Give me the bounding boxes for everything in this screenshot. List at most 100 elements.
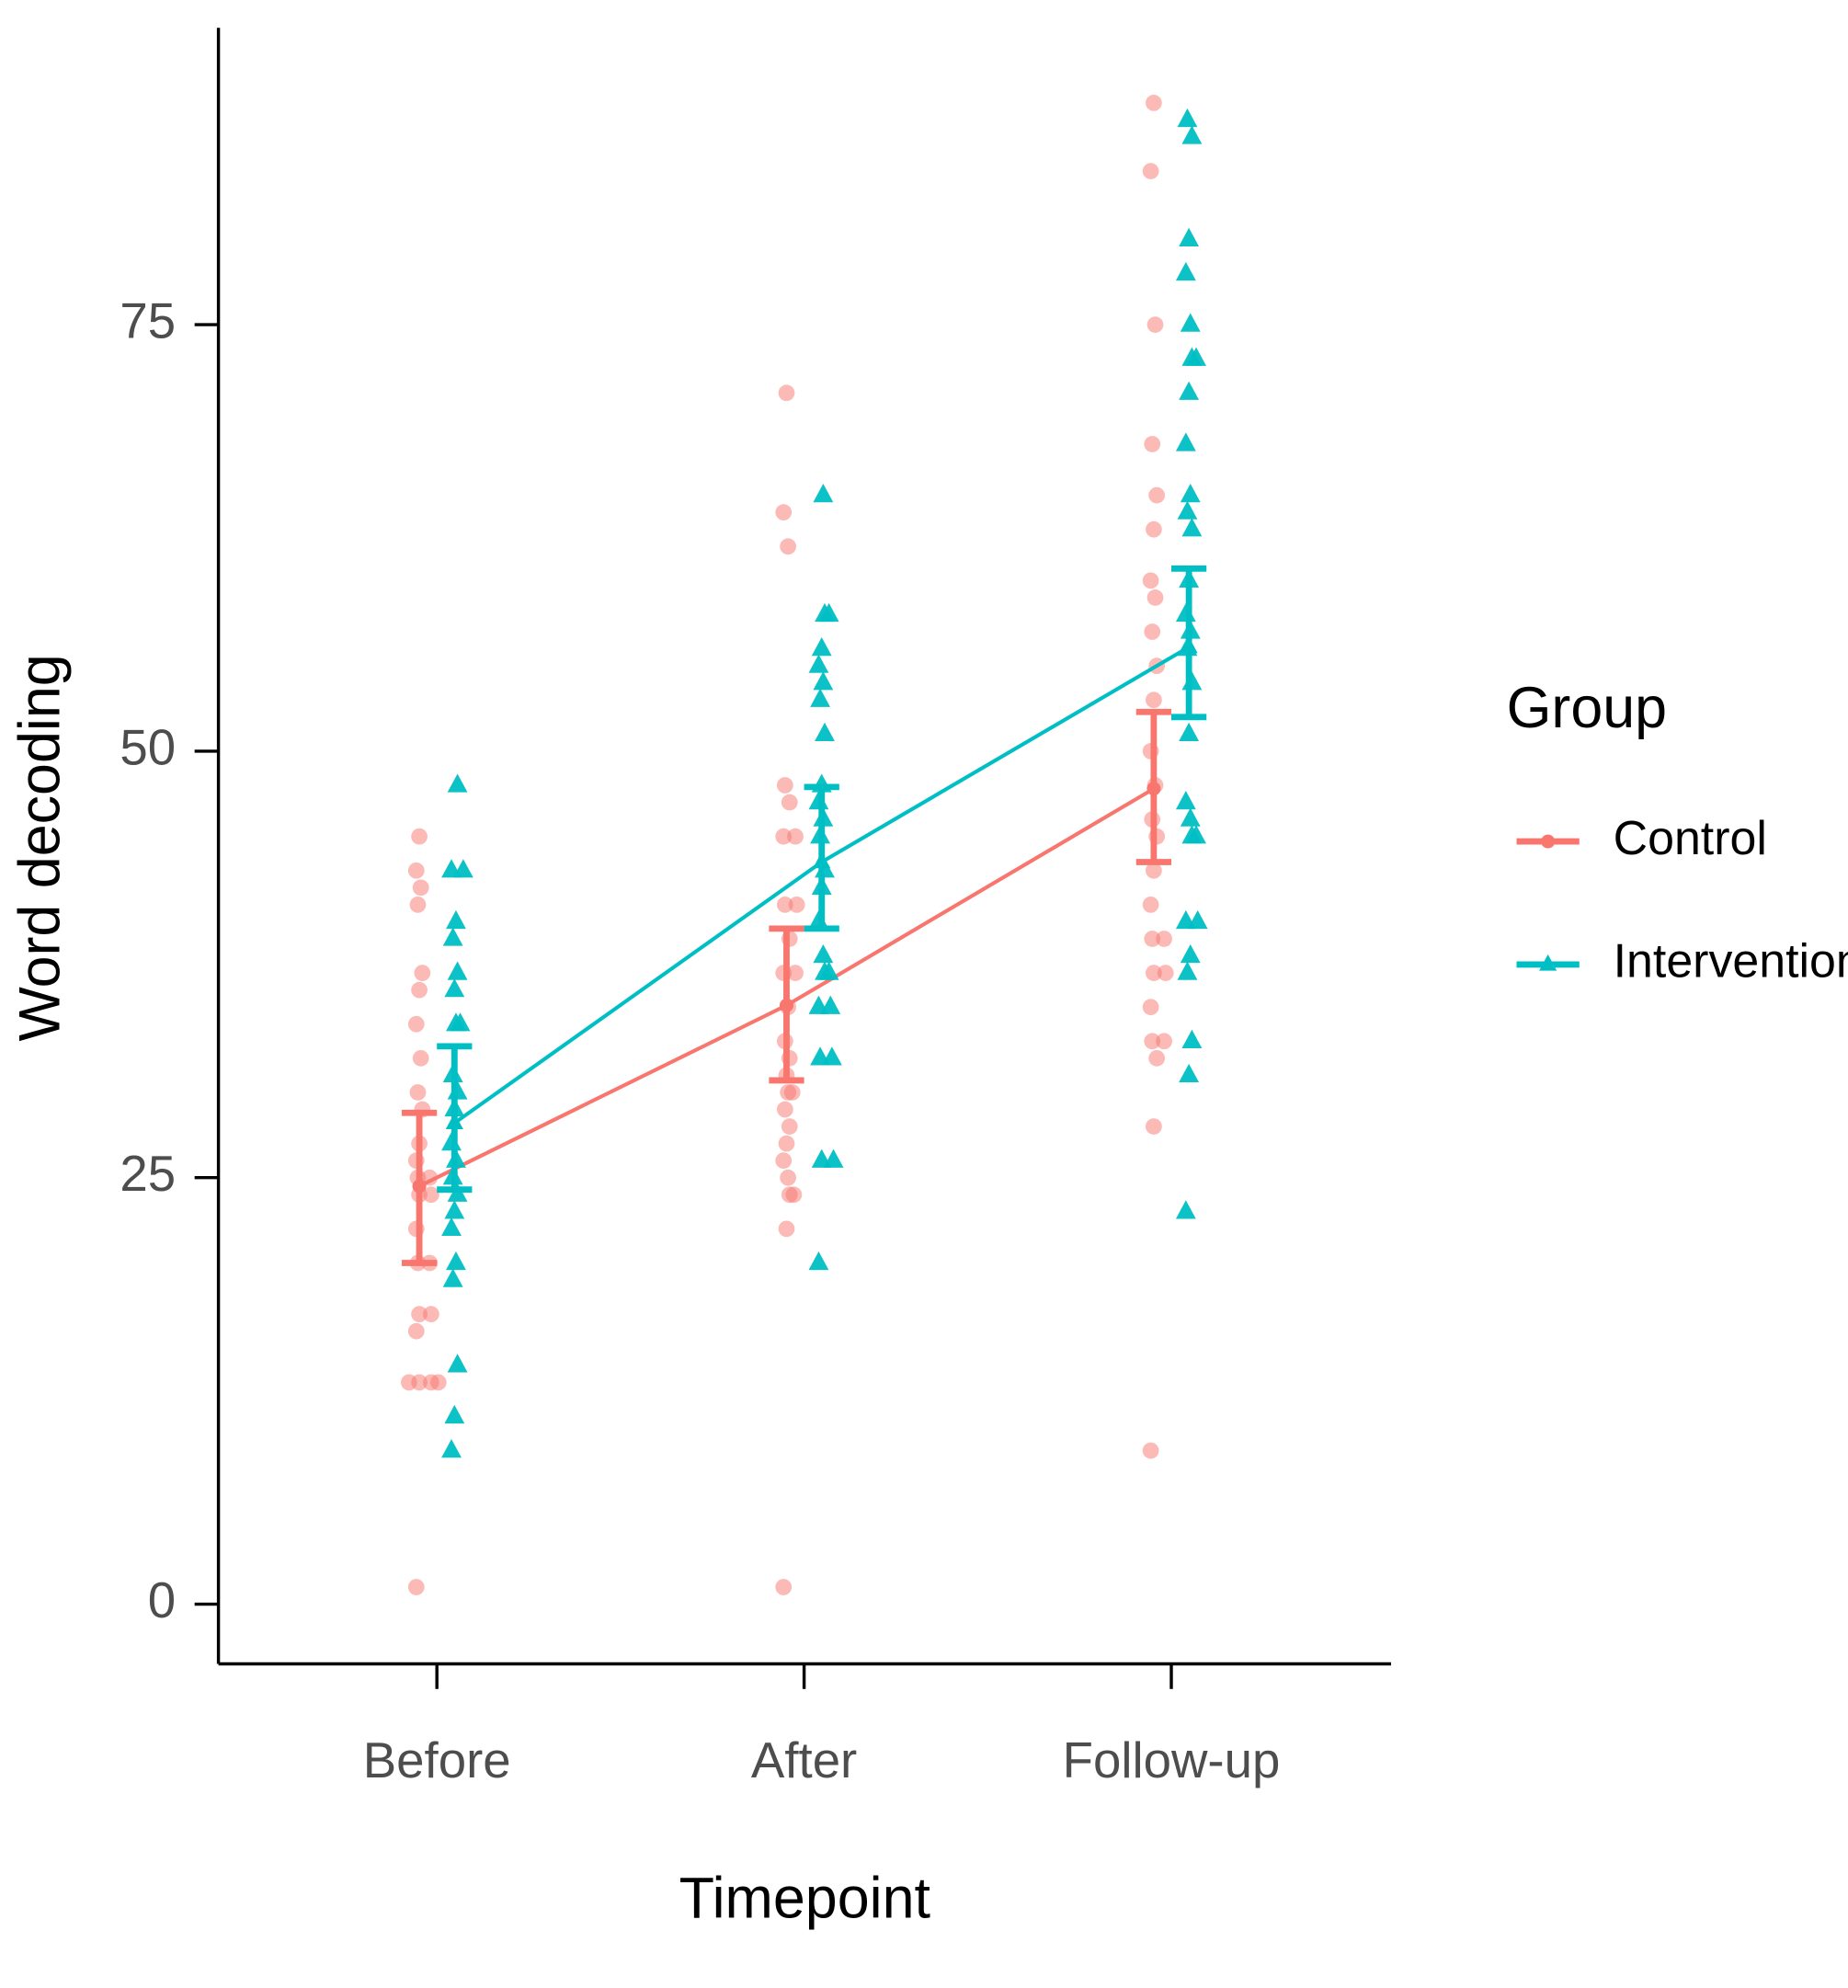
data-point — [1175, 1200, 1196, 1219]
data-point — [1156, 931, 1172, 947]
mean-point — [813, 851, 831, 869]
data-point — [808, 1251, 829, 1271]
data-point — [1148, 486, 1166, 504]
data-point — [775, 828, 793, 845]
data-point — [780, 538, 796, 555]
data-point — [447, 1354, 468, 1373]
data-point — [808, 654, 829, 673]
y-tick-label: 0 — [148, 1572, 176, 1628]
data-point — [1181, 518, 1203, 537]
data-point — [1144, 1033, 1161, 1050]
data-point — [787, 828, 804, 845]
data-point — [1146, 316, 1164, 333]
data-point — [1148, 1049, 1166, 1067]
y-tick-label: 75 — [120, 293, 176, 349]
data-point — [1181, 1029, 1203, 1048]
data-point — [444, 978, 465, 998]
data-point — [1179, 381, 1200, 400]
data-point — [442, 1268, 463, 1287]
data-point — [775, 1152, 793, 1170]
data-point — [1177, 961, 1198, 980]
data-point — [1146, 589, 1164, 606]
data-point — [407, 1322, 425, 1340]
data-point — [815, 722, 835, 741]
data-point — [813, 484, 834, 503]
data-point — [823, 1148, 844, 1168]
data-point — [1177, 500, 1198, 520]
data-point — [407, 1015, 425, 1033]
data-point — [1180, 807, 1201, 827]
data-point — [1180, 313, 1201, 332]
data-point — [1146, 520, 1162, 538]
data-point — [1156, 1033, 1172, 1050]
data-point — [785, 1186, 803, 1204]
data-point — [452, 859, 473, 878]
mean-point — [412, 1179, 427, 1194]
data-point — [778, 1135, 795, 1152]
data-point — [1179, 227, 1200, 246]
data-point — [1144, 931, 1161, 947]
data-point — [1179, 722, 1200, 741]
data-point — [444, 1200, 465, 1219]
data-point — [401, 1374, 417, 1391]
data-point — [788, 897, 805, 913]
data-point — [442, 927, 463, 946]
data-point — [1146, 862, 1162, 879]
data-point — [776, 777, 793, 794]
y-axis-title: Word decoding — [7, 654, 72, 1041]
data-point — [446, 1251, 466, 1271]
data-point — [1142, 1442, 1159, 1459]
data-point — [1142, 163, 1159, 179]
data-point — [820, 995, 841, 1014]
legend-label: Intervention — [1614, 934, 1848, 988]
data-point — [1177, 108, 1198, 128]
data-point — [1142, 897, 1159, 913]
data-point — [411, 828, 428, 845]
data-point — [412, 879, 429, 897]
data-point — [776, 897, 793, 913]
data-point — [411, 981, 428, 999]
data-point — [409, 1084, 427, 1101]
data-point — [818, 961, 839, 980]
data-point — [1186, 347, 1206, 366]
data-point — [781, 794, 798, 811]
data-point — [776, 1101, 793, 1118]
data-point — [1146, 1118, 1162, 1135]
data-point — [813, 943, 834, 964]
y-tick-label: 50 — [120, 719, 176, 775]
data-point — [1186, 825, 1206, 844]
data-point — [411, 1306, 428, 1323]
mean-point — [779, 998, 793, 1012]
data-point — [780, 1169, 796, 1186]
x-tick-label: Follow-up — [1063, 1732, 1281, 1788]
data-point — [447, 961, 468, 980]
data-point — [1175, 432, 1196, 451]
data-point — [441, 1217, 462, 1237]
data-point — [781, 1118, 798, 1135]
data-point — [407, 1579, 425, 1595]
x-tick-label: Before — [363, 1732, 511, 1788]
data-point — [818, 602, 839, 623]
data-point — [429, 1374, 447, 1391]
data-point — [1146, 691, 1162, 709]
data-point — [446, 909, 466, 930]
data-point — [1180, 943, 1201, 964]
data-point — [1179, 1063, 1200, 1083]
data-point — [423, 1306, 439, 1323]
data-point — [778, 1220, 795, 1238]
data-point — [811, 637, 832, 657]
data-point — [1157, 965, 1174, 981]
data-point — [1175, 261, 1196, 281]
data-point — [821, 1046, 842, 1066]
data-point — [778, 384, 795, 402]
data-point — [447, 773, 468, 793]
mean-point — [1180, 636, 1198, 654]
x-axis-title: Timepoint — [679, 1867, 930, 1931]
data-point — [1180, 484, 1201, 503]
data-point — [775, 1579, 793, 1595]
data-point — [407, 862, 425, 879]
data-point — [813, 671, 834, 691]
data-point — [1144, 623, 1161, 640]
data-point — [1142, 999, 1159, 1016]
